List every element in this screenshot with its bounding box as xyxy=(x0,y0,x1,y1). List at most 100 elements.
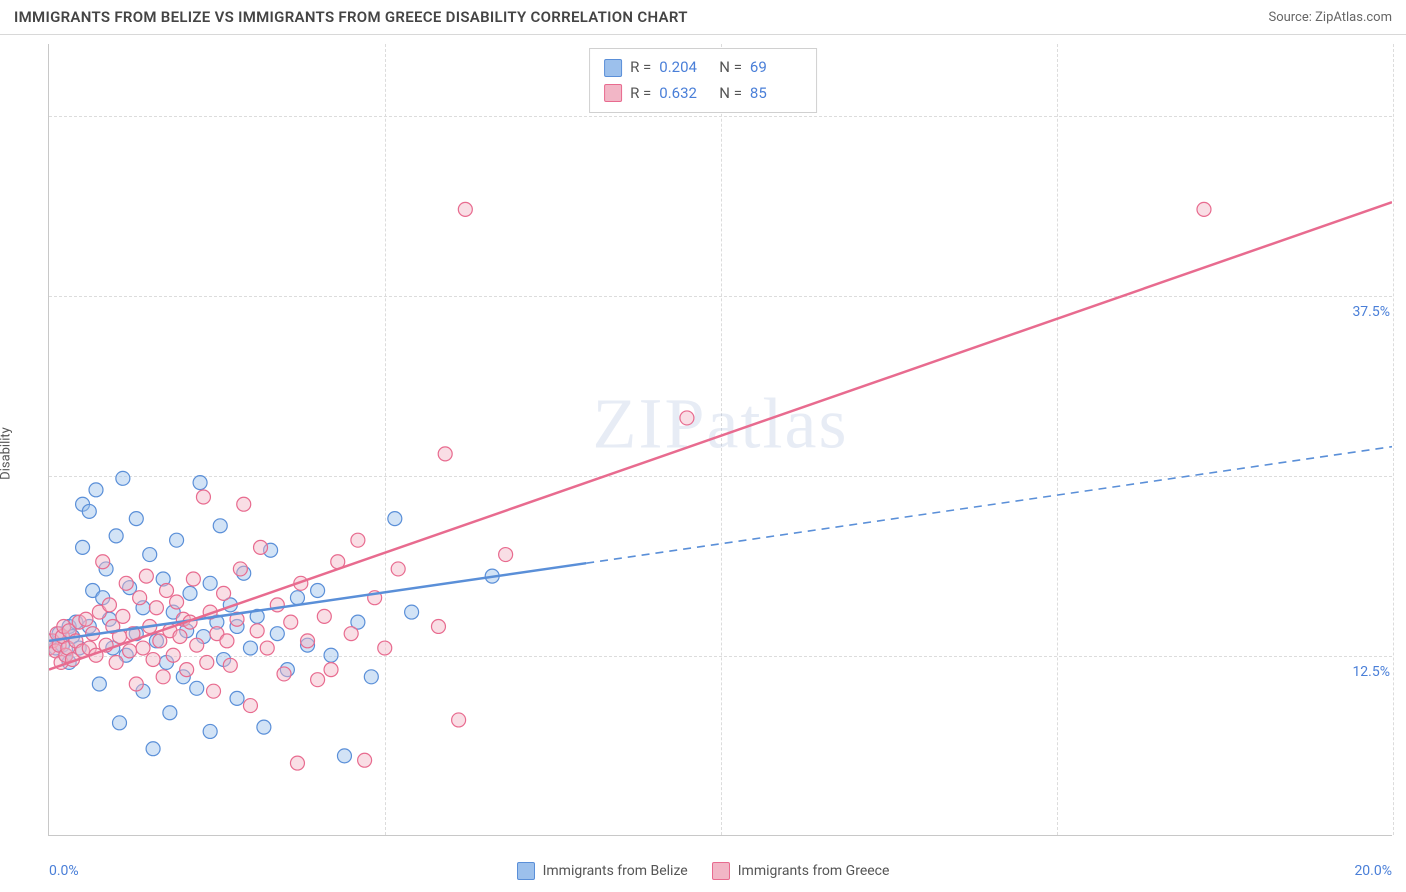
data-point xyxy=(317,609,331,623)
y-axis-label: Disability xyxy=(0,427,14,480)
data-point xyxy=(230,691,244,705)
chart-source: Source: ZipAtlas.com xyxy=(1268,10,1392,25)
data-point xyxy=(431,619,445,633)
data-point xyxy=(458,202,472,216)
data-point xyxy=(1197,202,1211,216)
data-point xyxy=(109,529,123,543)
data-point xyxy=(243,641,257,655)
data-point xyxy=(119,576,133,590)
data-point xyxy=(207,684,221,698)
data-point xyxy=(391,562,405,576)
legend-item: Immigrants from Belize xyxy=(517,862,688,880)
data-point xyxy=(89,483,103,497)
data-point xyxy=(438,447,452,461)
data-point xyxy=(364,670,378,684)
data-point xyxy=(237,497,251,511)
legend-label: Immigrants from Greece xyxy=(738,863,890,879)
correlation-legend-row: R = 0.204 N = 69 xyxy=(604,55,802,81)
data-point xyxy=(250,624,264,638)
n-value: 69 xyxy=(750,55,802,81)
n-value: 85 xyxy=(750,81,802,107)
legend-swatch xyxy=(517,862,535,880)
data-point xyxy=(233,562,247,576)
data-point xyxy=(311,584,325,598)
data-point xyxy=(116,609,130,623)
data-point xyxy=(146,742,160,756)
data-point xyxy=(499,548,513,562)
data-point xyxy=(358,753,372,767)
data-point xyxy=(180,663,194,677)
data-point xyxy=(113,716,127,730)
data-point xyxy=(351,533,365,547)
data-point xyxy=(146,653,160,667)
correlation-legend-box: R = 0.204 N = 69 R = 0.632 N = 85 xyxy=(589,48,817,113)
n-label: N = xyxy=(719,81,742,107)
data-point xyxy=(193,476,207,490)
data-point xyxy=(344,627,358,641)
data-point xyxy=(284,615,298,629)
data-point xyxy=(163,706,177,720)
data-point xyxy=(324,648,338,662)
data-point xyxy=(139,569,153,583)
n-label: N = xyxy=(719,55,742,81)
data-point xyxy=(143,548,157,562)
data-point xyxy=(200,655,214,669)
data-point xyxy=(203,576,217,590)
data-point xyxy=(324,663,338,677)
chart-header: IMMIGRANTS FROM BELIZE VS IMMIGRANTS FRO… xyxy=(0,0,1406,35)
correlation-legend-row: R = 0.632 N = 85 xyxy=(604,81,802,107)
series-legend: Immigrants from Belize Immigrants from G… xyxy=(0,862,1406,880)
data-point xyxy=(133,591,147,605)
data-point xyxy=(173,630,187,644)
data-point xyxy=(183,586,197,600)
data-point xyxy=(123,644,137,658)
data-point xyxy=(378,641,392,655)
chart-title: IMMIGRANTS FROM BELIZE VS IMMIGRANTS FRO… xyxy=(14,8,688,26)
data-point xyxy=(170,595,184,609)
data-point xyxy=(170,533,184,547)
data-point xyxy=(254,540,268,554)
data-point xyxy=(290,591,304,605)
data-point xyxy=(129,512,143,526)
data-point xyxy=(92,677,106,691)
data-point xyxy=(311,673,325,687)
data-point xyxy=(223,658,237,672)
data-point xyxy=(405,605,419,619)
data-point xyxy=(160,584,174,598)
legend-item: Immigrants from Greece xyxy=(712,862,890,880)
data-point xyxy=(196,490,210,504)
data-point xyxy=(290,756,304,770)
data-point xyxy=(243,699,257,713)
data-point xyxy=(76,540,90,554)
legend-swatch xyxy=(604,59,622,77)
data-point xyxy=(186,572,200,586)
trend-line xyxy=(49,202,1392,669)
data-point xyxy=(301,634,315,648)
data-point xyxy=(166,648,180,662)
data-point xyxy=(190,638,204,652)
gridline-vertical xyxy=(1393,44,1394,835)
r-value: 0.632 xyxy=(659,81,711,107)
legend-swatch xyxy=(712,862,730,880)
data-point xyxy=(190,681,204,695)
legend-label: Immigrants from Belize xyxy=(543,863,688,879)
data-point xyxy=(203,724,217,738)
data-point xyxy=(257,720,271,734)
data-point xyxy=(96,555,110,569)
data-point xyxy=(129,677,143,691)
trend-line-extrapolated xyxy=(586,447,1392,563)
data-point xyxy=(260,641,274,655)
data-point xyxy=(270,627,284,641)
data-point xyxy=(116,471,130,485)
r-label: R = xyxy=(630,81,651,107)
data-point xyxy=(217,586,231,600)
data-point xyxy=(213,519,227,533)
legend-swatch xyxy=(604,84,622,102)
data-point xyxy=(680,411,694,425)
r-value: 0.204 xyxy=(659,55,711,81)
data-point xyxy=(220,634,234,648)
data-point xyxy=(82,504,96,518)
plot-svg xyxy=(49,44,1392,835)
data-point xyxy=(102,598,116,612)
r-label: R = xyxy=(630,55,651,81)
